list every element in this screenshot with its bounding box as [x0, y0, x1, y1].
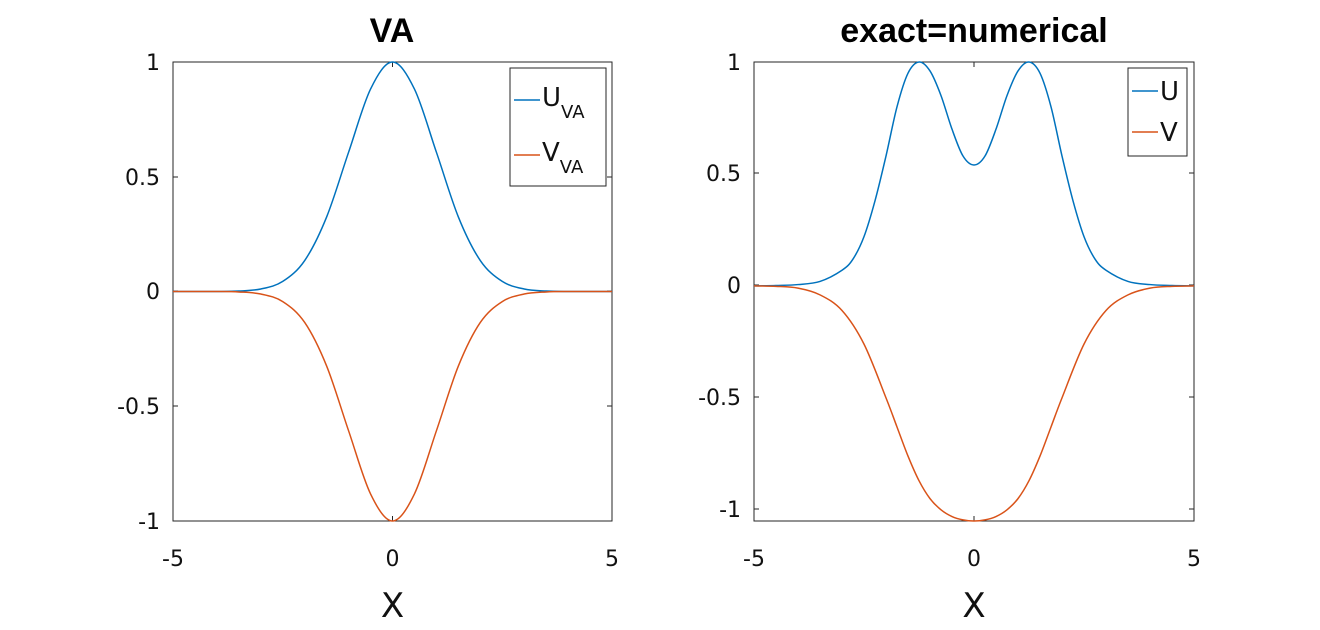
- right-ytick-label: 0: [727, 274, 741, 299]
- right-legend-label-u: U: [1160, 77, 1179, 107]
- left-series-group: [173, 61, 612, 522]
- right-legend-label-v: V: [1160, 118, 1178, 148]
- left-series-line-u: [173, 61, 612, 293]
- right-x-axis-label: X: [962, 586, 985, 626]
- right-ytick-label: -0.5: [698, 386, 741, 411]
- right-ytick-label: 0.5: [706, 162, 741, 187]
- left-ytick-label: 0.5: [125, 166, 160, 191]
- left-legend-sub-u: VA: [561, 102, 585, 123]
- left-legend-box: [509, 67, 607, 187]
- left-ytick-label: 1: [146, 51, 160, 76]
- right-ytick-label: -1: [719, 498, 741, 523]
- right-series-line-v: [753, 285, 1195, 522]
- right-ytick-marks: [754, 61, 1194, 510]
- right-xtick-label: 5: [1187, 547, 1201, 572]
- left-legend-label-v: VVA: [542, 138, 584, 178]
- right-chart-title: exact=numerical: [840, 12, 1107, 50]
- left-ytick-label: -0.5: [117, 395, 160, 420]
- left-x-axis-label: X: [381, 586, 404, 626]
- left-xtick-label: 0: [386, 547, 400, 572]
- left-ytick-label: -1: [138, 510, 160, 535]
- left-legend: UVA VVA: [509, 67, 607, 187]
- left-xtick-label: -5: [162, 547, 184, 572]
- right-chart: exact=numerical 1 0.5 0 -0.5 -1 -5 0 5 X…: [698, 12, 1201, 626]
- left-ytick-label: 0: [146, 280, 160, 305]
- left-legend-sub-v: VA: [560, 157, 584, 178]
- right-xtick-label: -5: [743, 547, 765, 572]
- left-series-line-v: [173, 290, 612, 522]
- left-xtick-label: 5: [605, 547, 619, 572]
- left-legend-name-v: V: [542, 138, 560, 168]
- left-chart: VA 1 0.5 0 -0.5 -1 -5 0 5 X UVA: [117, 12, 619, 626]
- left-legend-name-u: U: [542, 83, 561, 113]
- right-series-group: [753, 61, 1195, 522]
- left-chart-title: VA: [370, 12, 415, 50]
- right-series-line-u: [753, 61, 1195, 287]
- right-legend-box: [1127, 67, 1188, 157]
- right-xtick-label: 0: [967, 547, 981, 572]
- right-ytick-label: 1: [727, 51, 741, 76]
- right-legend: U V: [1127, 67, 1188, 157]
- left-legend-label-u: UVA: [542, 83, 585, 123]
- right-plot-area: [753, 61, 1195, 522]
